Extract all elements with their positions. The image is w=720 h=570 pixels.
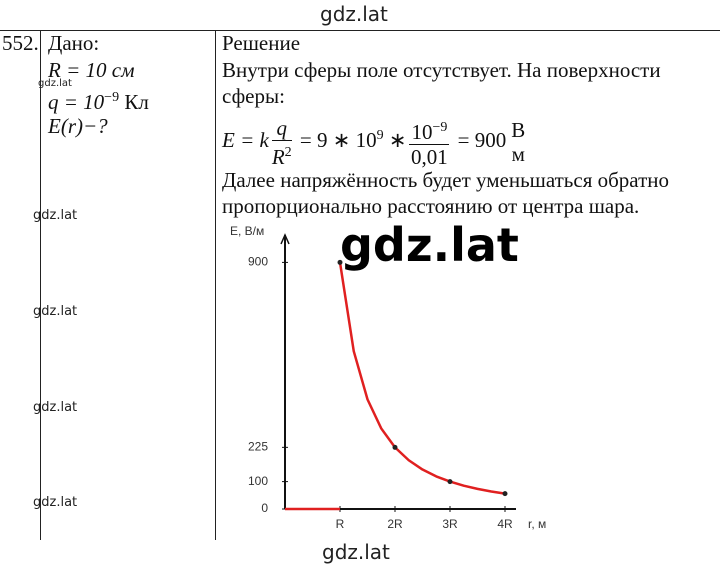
solution-text: сферы: — [222, 84, 285, 108]
formula-part: R — [271, 144, 285, 169]
formula-part: 9 — [376, 128, 384, 143]
given-charge: q = 10−9 Кл — [48, 86, 149, 114]
x-tick-label: 4R — [497, 517, 513, 531]
solution-text: Далее напряжённость будет уменьшаться об… — [222, 168, 669, 192]
watermark: gdz.lat — [33, 495, 78, 510]
x-axis-label: r, м — [528, 517, 546, 531]
charge-text: q = 10 — [48, 90, 105, 114]
y-tick-label: 100 — [248, 474, 268, 488]
watermark: gdz.lat — [340, 218, 519, 272]
solution-text: пропорционально расстоянию от центра шар… — [222, 194, 640, 218]
formula-part: ∗ — [388, 128, 407, 152]
y-axis-label: E, В/м — [230, 224, 264, 238]
y-axis-arrow — [280, 233, 290, 245]
charge-unit: Кл — [124, 90, 149, 114]
y-tick-label: 900 — [248, 255, 268, 269]
data-point — [447, 479, 453, 485]
watermark: gdz.lat — [33, 304, 78, 319]
watermark: gdz.lat — [33, 208, 78, 223]
formula-part: м — [511, 142, 525, 167]
solution-title: Решение — [222, 31, 301, 55]
y-tick-label: 225 — [248, 440, 268, 454]
problem-number: 552. — [2, 31, 39, 55]
x-tick-label: 2R — [387, 517, 403, 531]
formula-part: q — [276, 115, 287, 140]
solution-text: Внутри сферы поле отсутствует. На поверх… — [222, 58, 661, 82]
watermark: gdz.lat — [38, 78, 72, 89]
formula-part: −9 — [432, 119, 448, 135]
data-point — [337, 259, 343, 265]
curve — [338, 262, 506, 495]
formula-part: E = k — [222, 128, 269, 152]
given-radius: R = 10 см — [48, 58, 135, 82]
formula-part: 0,01 — [411, 144, 448, 169]
x-tick-label: R — [336, 517, 345, 531]
charge-exponent: −9 — [104, 90, 120, 105]
y-tick-label: 0 — [261, 501, 268, 515]
formula-part: = 900 — [457, 128, 507, 152]
data-point — [392, 444, 398, 450]
table-border — [215, 30, 216, 540]
watermark: gdz.lat — [33, 400, 78, 415]
table-border — [40, 30, 41, 540]
given-question: E(r)−? — [48, 114, 108, 138]
watermark: gdz.lat — [320, 2, 388, 26]
formula-part: 10 — [411, 119, 433, 144]
given-title: Дано: — [48, 31, 100, 55]
formula-part: В — [511, 118, 526, 143]
data-point — [502, 491, 508, 497]
fraction: q R2 — [271, 115, 292, 169]
watermark: gdz.lat — [322, 540, 390, 564]
fraction: 10−9 0,01 — [409, 116, 450, 169]
table-border — [0, 30, 720, 31]
formula-part: = 9 ∗ 10 — [299, 128, 377, 152]
formula-part: 2 — [284, 144, 292, 160]
x-tick-label: 3R — [442, 517, 458, 531]
